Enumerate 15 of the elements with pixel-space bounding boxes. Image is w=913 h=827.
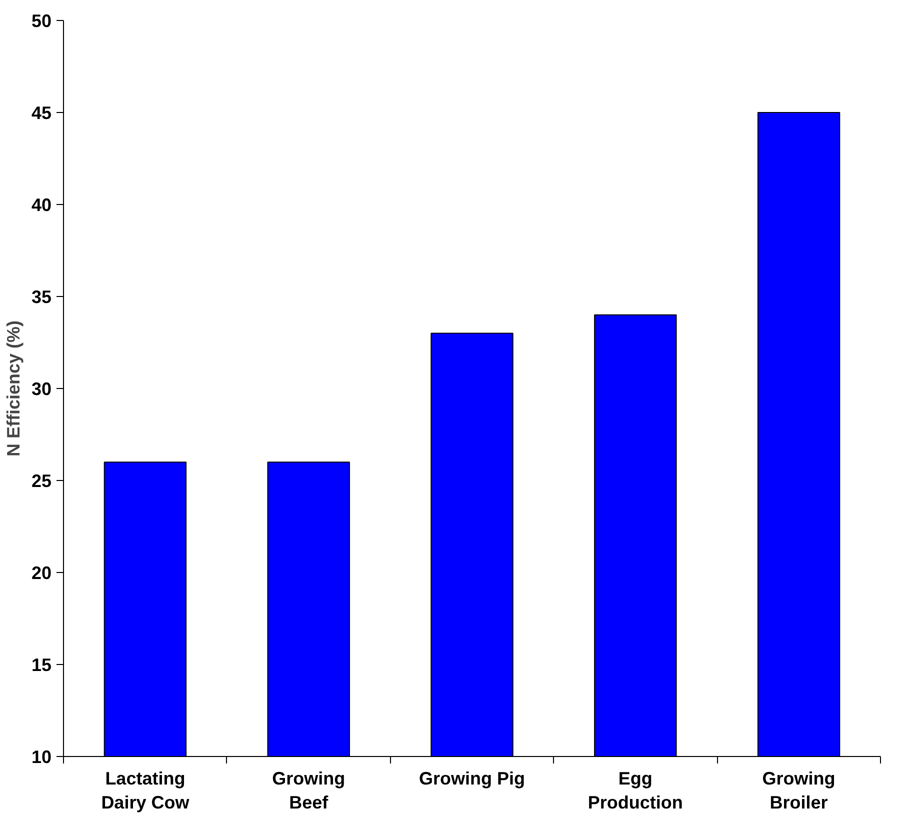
y-tick-label: 25 [31,471,52,491]
y-tick-label: 50 [31,11,52,31]
y-tick-label: 20 [31,563,52,583]
x-tick-label: Growing Beef [272,768,346,812]
y-axis-title: N Efficiency (%) [3,320,24,457]
y-tick-label: 35 [31,287,52,307]
y-tick-label: 45 [31,103,52,123]
x-tick-label: Growing Broiler [762,768,836,812]
x-tick-label: Egg Production [588,768,683,812]
y-tick-label: 15 [31,655,52,675]
y-tick-label: 10 [31,747,52,767]
x-tick-label: Growing Pig [419,768,525,788]
y-tick-label: 40 [31,195,52,215]
x-tick-label: Lactating Dairy Cow [101,768,190,812]
y-tick-label: 30 [31,379,52,399]
